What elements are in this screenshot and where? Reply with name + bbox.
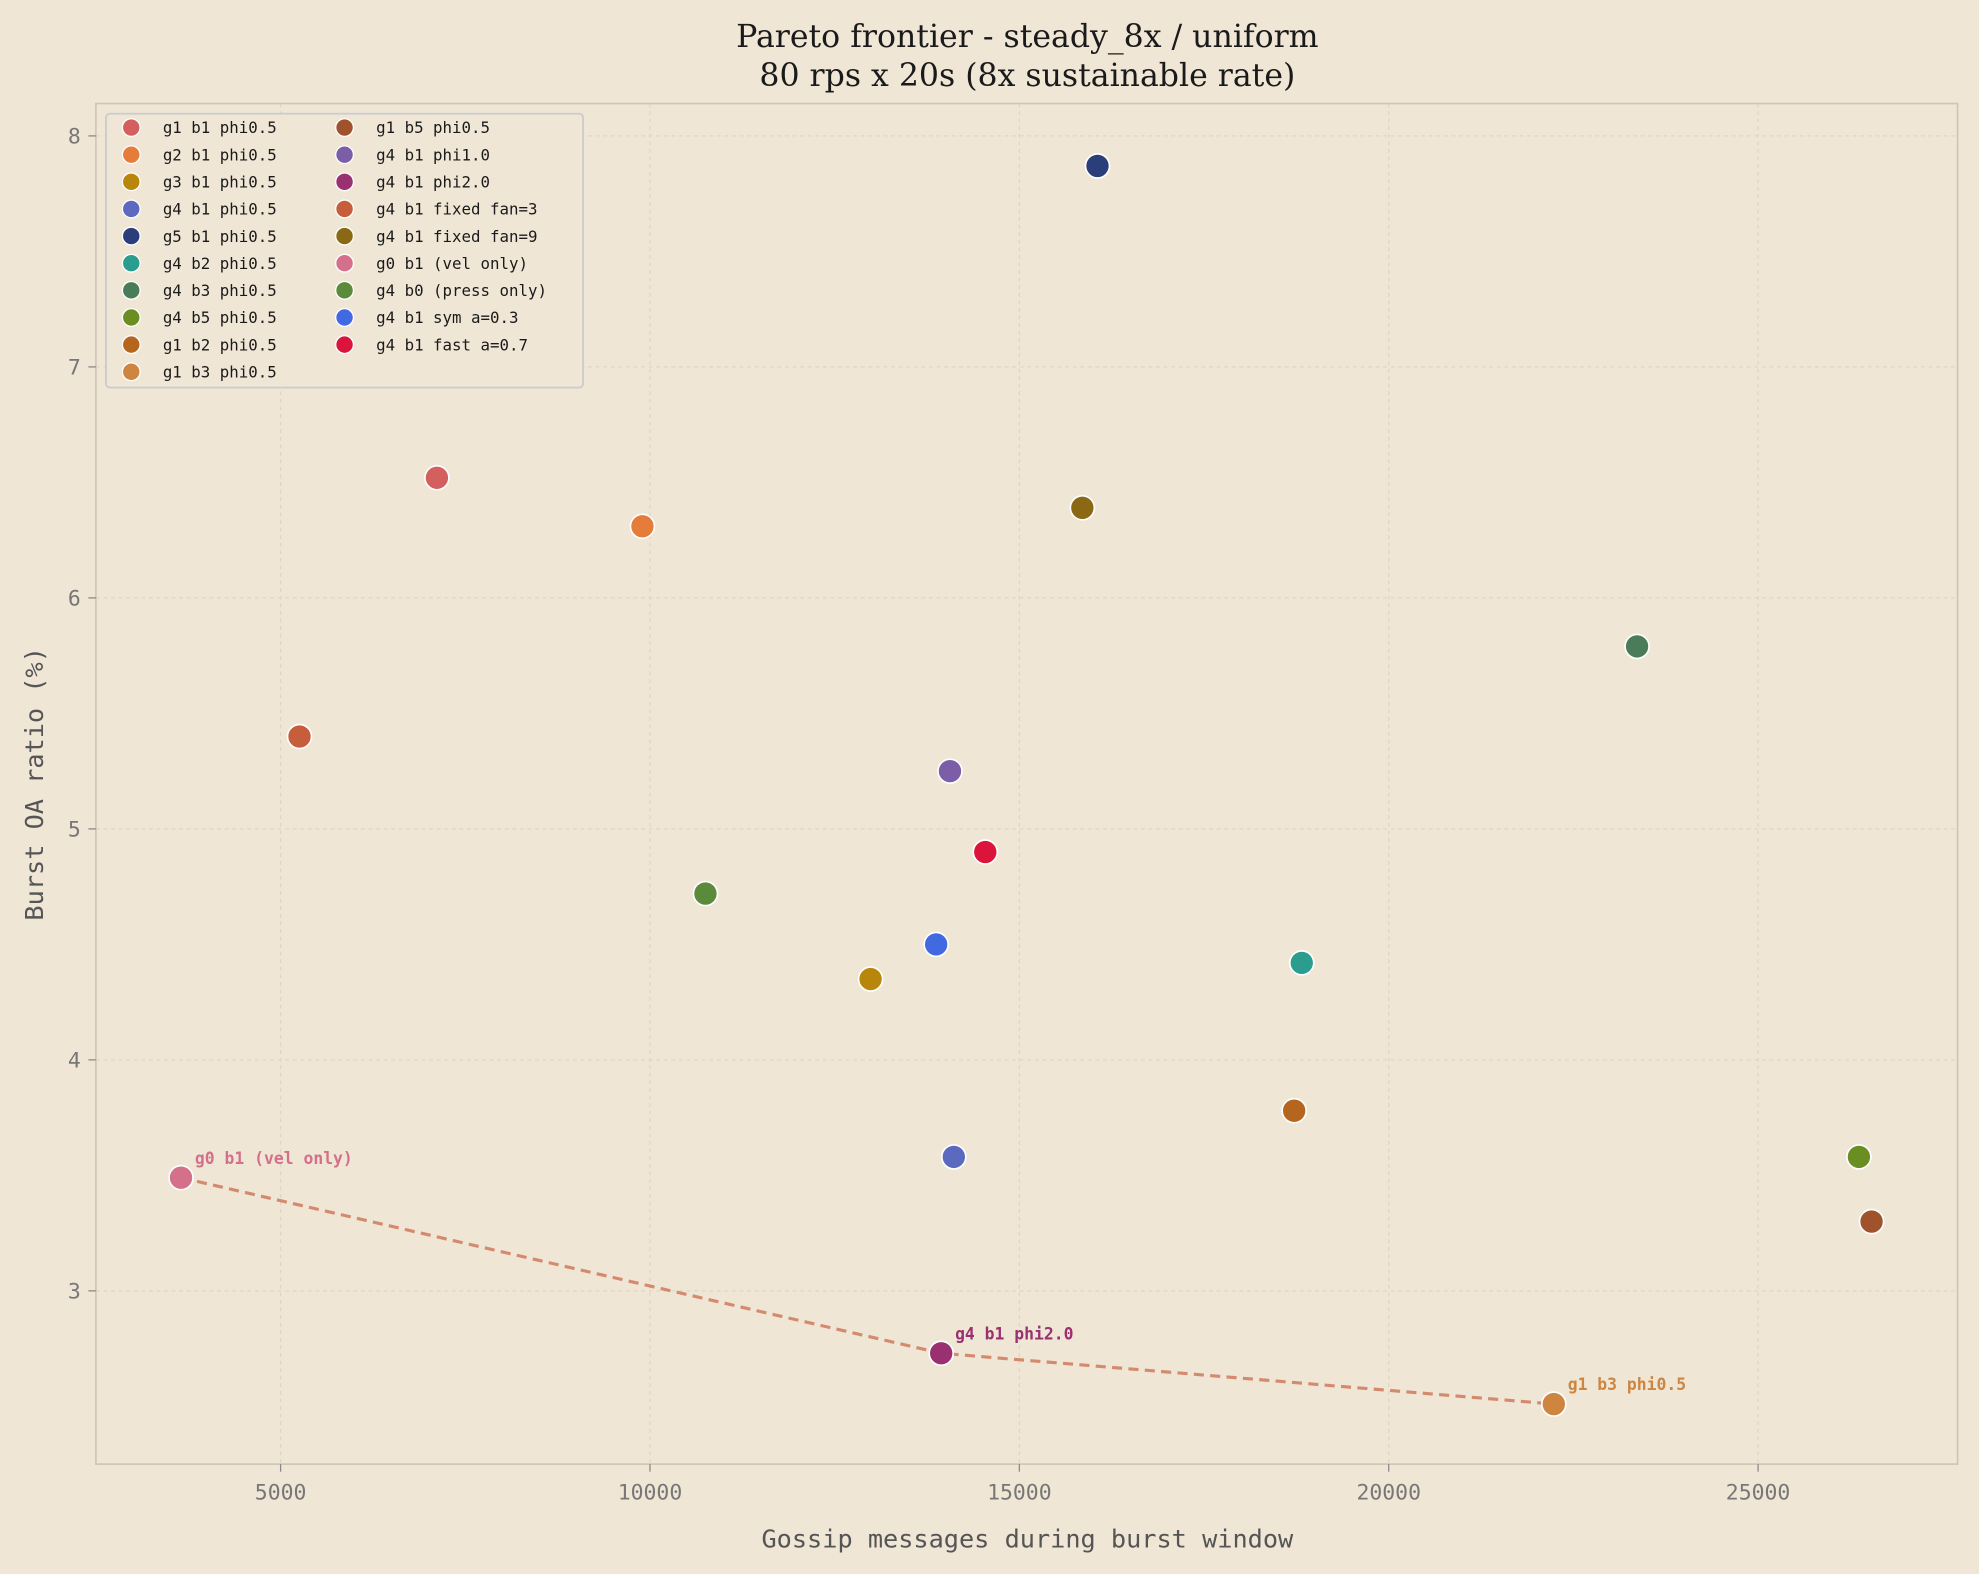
legend-label: g4 b5 phi0.5 xyxy=(163,308,277,327)
data-point xyxy=(1288,950,1315,976)
data-point xyxy=(1858,1208,1885,1235)
y-axis-label: Burst OA ratio (%) xyxy=(20,647,49,920)
legend-marker xyxy=(335,199,355,219)
data-points xyxy=(168,153,1885,1417)
legend-marker xyxy=(121,280,141,300)
legend-label: g4 b1 sym a=0.3 xyxy=(376,308,518,327)
legend-marker xyxy=(335,145,355,165)
data-point xyxy=(1846,1144,1872,1170)
y-tick-label: 5 xyxy=(68,817,81,842)
legend-marker xyxy=(335,253,355,273)
data-point xyxy=(941,1144,967,1170)
x-tick-label: 15000 xyxy=(987,1480,1052,1505)
x-axis-label: Gossip messages during burst window xyxy=(761,1524,1294,1553)
legend-marker xyxy=(121,335,141,355)
y-tick-label: 7 xyxy=(68,355,81,380)
legend-marker xyxy=(121,145,141,165)
point-annotation: g4 b1 phi2.0 xyxy=(955,1324,1073,1343)
data-point xyxy=(928,1340,954,1367)
legend-label: g4 b1 fixed fan=9 xyxy=(376,227,537,246)
legend-marker xyxy=(121,362,141,382)
legend-marker xyxy=(121,308,141,327)
data-point xyxy=(1281,1097,1307,1124)
legend-label: g2 b1 phi0.5 xyxy=(163,145,277,164)
legend-marker xyxy=(335,308,355,327)
data-point xyxy=(629,513,656,540)
y-tick-label: 6 xyxy=(68,586,81,611)
legend-marker xyxy=(121,118,141,138)
point-annotation: g1 b3 phi0.5 xyxy=(1568,1375,1686,1394)
data-point xyxy=(424,464,450,491)
data-point xyxy=(857,966,884,992)
legend: g1 b1 phi0.5 g2 b1 phi0.5 g3 b1 phi0.5 g4 b… xyxy=(105,112,585,389)
legend-marker xyxy=(335,226,355,246)
legend-label: g4 b1 fixed fan=3 xyxy=(376,200,537,219)
point-annotation: g0 b1 (vel only) xyxy=(195,1149,353,1168)
legend-label: g5 b1 phi0.5 xyxy=(163,227,277,246)
legend-marker xyxy=(335,118,355,138)
legend-label: g3 b1 phi0.5 xyxy=(163,172,277,191)
x-tick-label: 5000 xyxy=(255,1480,307,1505)
legend-label: g4 b2 phi0.5 xyxy=(163,254,277,273)
legend-label: g4 b3 phi0.5 xyxy=(163,281,277,300)
legend-label: g4 b1 phi0.5 xyxy=(163,200,277,219)
legend-label: g1 b1 phi0.5 xyxy=(163,118,277,137)
y-tick-label: 8 xyxy=(68,124,81,149)
legend-label: g4 b1 phi1.0 xyxy=(376,145,490,164)
legend-marker xyxy=(335,172,355,192)
legend-box xyxy=(105,112,585,389)
data-point xyxy=(937,758,963,784)
annotations: g0 b1 (vel only) g4 b1 phi2.0 g1 b3 phi0.5 xyxy=(195,1149,1686,1394)
legend-label: g1 b3 phi0.5 xyxy=(163,362,277,381)
data-point xyxy=(168,1164,194,1191)
data-point xyxy=(1084,153,1111,179)
chart-title: Pareto frontier - steady_8x / uniform xyxy=(736,19,1319,55)
x-tick-label: 10000 xyxy=(618,1480,683,1505)
data-point xyxy=(1624,633,1650,660)
legend-marker xyxy=(121,226,141,246)
data-point xyxy=(1069,494,1096,521)
legend-label: g1 b2 phi0.5 xyxy=(163,335,277,354)
legend-marker xyxy=(335,335,355,355)
legend-marker xyxy=(121,172,141,192)
legend-marker xyxy=(121,199,141,219)
axis-ticks: 5000 10000 15000 20000 25000 3 4 5 6 7 8 xyxy=(68,124,1791,1505)
data-point xyxy=(923,931,949,958)
data-point xyxy=(286,723,313,750)
legend-marker xyxy=(121,253,141,273)
legend-label: g1 b5 phi0.5 xyxy=(376,118,490,137)
legend-label: g4 b1 phi2.0 xyxy=(376,172,490,191)
plot-frame xyxy=(95,102,1959,1465)
legend-label: g4 b1 fast a=0.7 xyxy=(376,335,528,354)
chart-subtitle: 80 rps x 20s (8x sustainable rate) xyxy=(759,58,1295,94)
x-tick-label: 20000 xyxy=(1356,1480,1421,1505)
y-tick-label: 4 xyxy=(68,1048,81,1073)
y-tick-label: 3 xyxy=(68,1279,81,1304)
x-tick-label: 25000 xyxy=(1726,1480,1791,1505)
data-point xyxy=(692,880,719,907)
legend-marker xyxy=(335,280,355,300)
data-point xyxy=(1541,1391,1567,1417)
legend-label: g0 b1 (vel only) xyxy=(376,254,528,273)
legend-label: g4 b0 (press only) xyxy=(376,281,547,300)
data-point xyxy=(972,839,999,865)
